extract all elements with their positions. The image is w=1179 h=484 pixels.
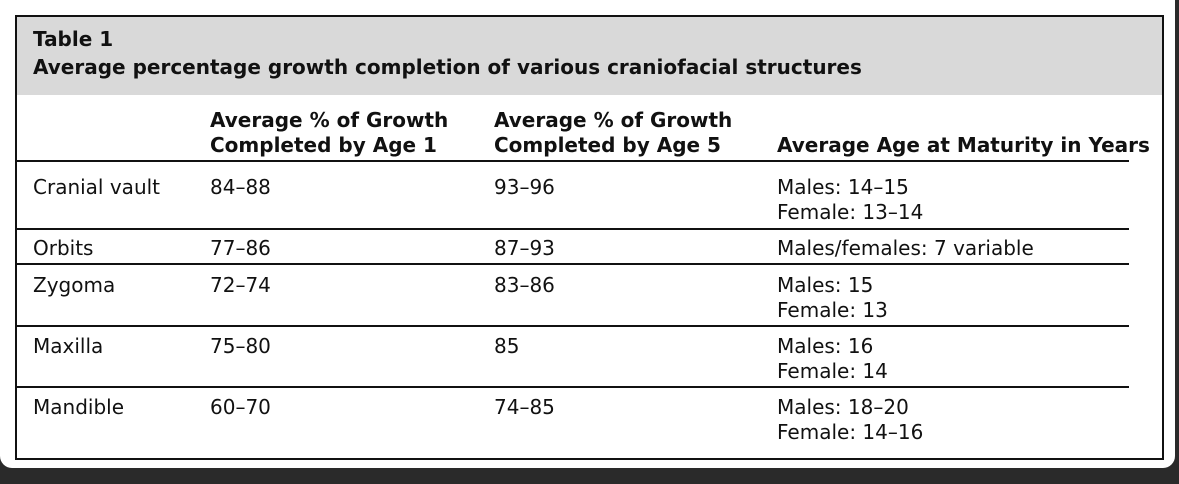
cell: 75–80: [210, 334, 271, 358]
cell: Maxilla: [33, 334, 104, 358]
cell: Males/females: 7 variable: [777, 236, 1034, 260]
cell: Female: 13–14: [777, 200, 924, 224]
cell: 93–96: [494, 175, 555, 199]
table-box: Table 1 Average percentage growth comple…: [15, 15, 1164, 460]
cell: Female: 14–16: [777, 420, 924, 444]
cell: 87–93: [494, 236, 555, 260]
column-header: Completed by Age 5: [494, 133, 721, 157]
row-rule: [17, 228, 1129, 230]
cell: Zygoma: [33, 273, 116, 297]
cell: Female: 14: [777, 359, 888, 383]
cell: 84–88: [210, 175, 271, 199]
column-header: Average Age at Maturity in Years: [777, 133, 1150, 157]
cell: Mandible: [33, 395, 124, 419]
cell: 85: [494, 334, 520, 358]
header-rule: [17, 160, 1129, 162]
cell: Males: 14–15: [777, 175, 909, 199]
cell: Orbits: [33, 236, 94, 260]
cell: Males: 18–20: [777, 395, 909, 419]
panel: Table 1 Average percentage growth comple…: [0, 0, 1175, 468]
table-label: Table 1: [33, 27, 114, 51]
table-header: Table 1 Average percentage growth comple…: [17, 17, 1162, 95]
cell: Males: 15: [777, 273, 874, 297]
row-rule: [17, 263, 1129, 265]
row-rule: [17, 325, 1129, 327]
cell: Males: 16: [777, 334, 874, 358]
column-header: Completed by Age 1: [210, 133, 437, 157]
cell: 74–85: [494, 395, 555, 419]
cell: 72–74: [210, 273, 271, 297]
cell: Female: 13: [777, 298, 888, 322]
cell: Cranial vault: [33, 175, 161, 199]
cell: 83–86: [494, 273, 555, 297]
cell: 77–86: [210, 236, 271, 260]
row-rule: [17, 386, 1129, 388]
cell: 60–70: [210, 395, 271, 419]
table-title: Average percentage growth completion of …: [33, 55, 862, 79]
column-header: Average % of Growth: [494, 108, 733, 132]
column-header: Average % of Growth: [210, 108, 449, 132]
